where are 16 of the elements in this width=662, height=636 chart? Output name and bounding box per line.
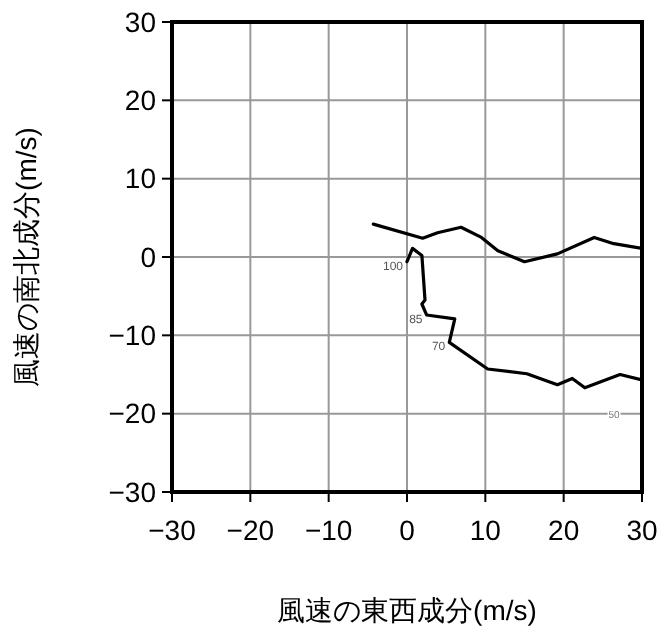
y-axis-title: 風速の南北成分(m/s) (10, 127, 42, 387)
y-tick-label: 0 (140, 240, 157, 273)
y-tick-label: 20 (124, 84, 157, 117)
x-tick-label: −30 (148, 514, 197, 546)
y-tick-label: −30 (108, 475, 157, 508)
y-tick-label: 30 (124, 5, 157, 38)
x-tick-label: 30 (626, 514, 658, 546)
x-tick-label: −20 (226, 514, 275, 546)
x-axis-title: 風速の東西成分(m/s) (277, 594, 537, 626)
y-tick-label: −20 (108, 397, 157, 430)
x-tick-label: 10 (469, 514, 502, 546)
x-tick-label: 0 (399, 514, 416, 546)
y-tick-label: −10 (108, 319, 157, 352)
x-tick-label: −10 (304, 514, 353, 546)
x-tick-label: 20 (548, 514, 580, 546)
y-tick-label: 10 (124, 162, 157, 195)
